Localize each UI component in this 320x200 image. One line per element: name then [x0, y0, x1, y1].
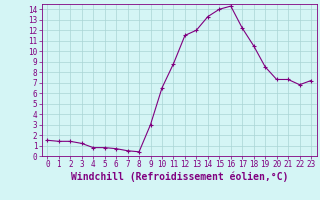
X-axis label: Windchill (Refroidissement éolien,°C): Windchill (Refroidissement éolien,°C) — [70, 172, 288, 182]
